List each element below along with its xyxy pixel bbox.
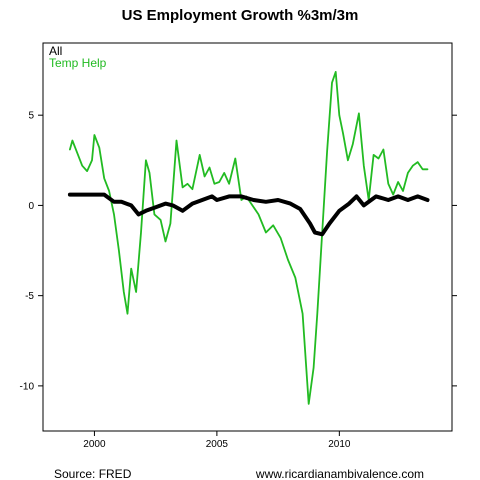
- legend-entry-all: All: [49, 44, 62, 58]
- x-tick-label: 2000: [83, 439, 106, 450]
- y-tick-label: -5: [25, 291, 34, 302]
- y-tick-label: -10: [20, 381, 35, 392]
- x-tick-label: 2010: [328, 439, 351, 450]
- x-tick-label: 2005: [206, 439, 229, 450]
- website-label: www.ricardianambivalence.com: [255, 467, 424, 480]
- series-line-temp-help: [69, 71, 429, 405]
- source-label: Source: FRED: [54, 467, 132, 480]
- legend-entry-temp-help: Temp Help: [49, 56, 107, 70]
- x-axis: 2000 2005 2010: [83, 431, 351, 450]
- series-lines: [67, 71, 430, 405]
- y-tick-label: 5: [28, 111, 34, 122]
- plot-frame: [42, 42, 453, 432]
- legend: All Temp Help: [49, 44, 107, 70]
- y-axis: 5 0 -5 -10: [20, 111, 457, 392]
- series-line-all: [67, 192, 430, 237]
- chart-title: US Employment Growth %3m/3m: [122, 7, 359, 24]
- y-tick-label: 0: [28, 201, 34, 212]
